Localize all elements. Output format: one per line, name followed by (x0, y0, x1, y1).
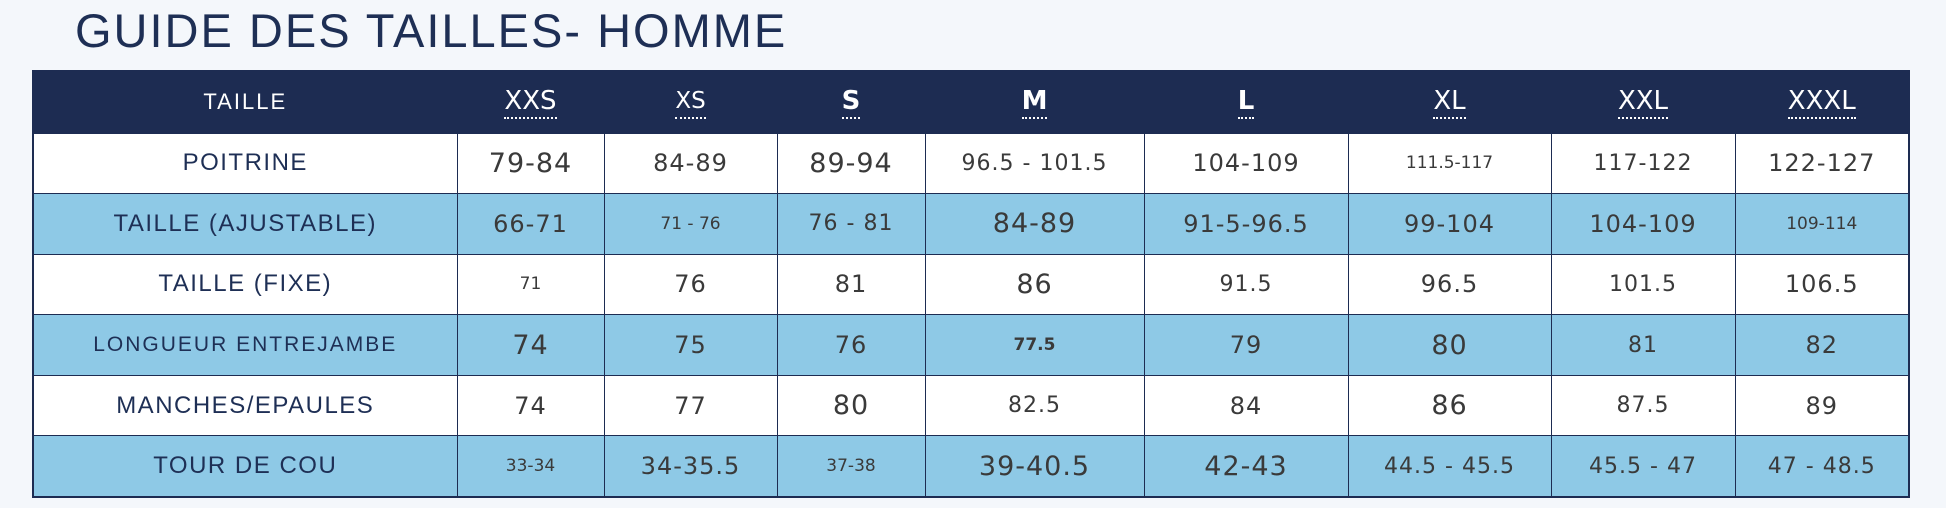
table-cell: 45.5 - 47 (1550, 435, 1736, 498)
table-row-tour-de-cou: TOUR DE COU 33-34 34-35.5 37-38 39-40.5 … (32, 435, 1910, 498)
row-label: TAILLE (AJUSTABLE) (32, 193, 458, 255)
table-cell: 81 (1550, 314, 1736, 376)
size-header-xxl: XXL (1550, 70, 1736, 134)
table-cell: 76 (776, 314, 926, 376)
table-cell: 44.5 - 45.5 (1347, 435, 1552, 498)
size-header-xs: XS (603, 70, 778, 134)
size-label: S (841, 86, 861, 119)
page-title: GUIDE DES TAILLES- HOMME (75, 4, 788, 57)
table-cell: 81 (776, 253, 926, 316)
table-cell: 42-43 (1143, 435, 1349, 498)
size-label: XL (1433, 86, 1466, 119)
table-cell: 76 - 81 (776, 193, 926, 255)
table-row-poitrine: POITRINE 79-84 84-89 89-94 96.5 - 101.5 … (32, 132, 1910, 195)
table-cell: 96.5 (1347, 253, 1552, 316)
table-cell: 80 (776, 374, 926, 437)
table-cell: 39-40.5 (924, 435, 1145, 498)
table-cell: 33-34 (456, 435, 605, 498)
table-cell: 84-89 (924, 193, 1145, 255)
table-cell: 66-71 (456, 193, 605, 255)
table-cell: 71 (456, 253, 605, 316)
table-cell: 77 (603, 374, 778, 437)
table-cell: 71 - 76 (603, 193, 778, 255)
table-cell: 75 (603, 314, 778, 376)
table-cell: 104-109 (1143, 132, 1349, 195)
table-row-taille-ajustable: TAILLE (AJUSTABLE) 66-71 71 - 76 76 - 81… (32, 193, 1910, 255)
size-label: XXS (504, 86, 557, 119)
table-cell: 89 (1734, 374, 1910, 437)
table-row-taille-fixe: TAILLE (FIXE) 71 76 81 86 91.5 96.5 101.… (32, 253, 1910, 316)
row-label: TOUR DE COU (32, 435, 458, 498)
table-cell: 79-84 (456, 132, 605, 195)
table-cell: 47 - 48.5 (1734, 435, 1910, 498)
table-cell: 117-122 (1550, 132, 1736, 195)
table-cell: 99-104 (1347, 193, 1552, 255)
table-cell: 122-127 (1734, 132, 1910, 195)
table-cell: 84-89 (603, 132, 778, 195)
table-cell: 80 (1347, 314, 1552, 376)
table-cell: 91.5 (1143, 253, 1349, 316)
size-header-s: S (776, 70, 926, 134)
header-row: TAILLE XXS XS S M L XL XXL XXXL (32, 70, 1910, 134)
size-column-header: TAILLE (32, 70, 458, 134)
table-cell: 76 (603, 253, 778, 316)
row-label: MANCHES/EPAULES (32, 374, 458, 437)
row-label: POITRINE (32, 132, 458, 195)
table-cell: 109-114 (1734, 193, 1910, 255)
size-label: L (1237, 86, 1255, 119)
table-cell: 106.5 (1734, 253, 1910, 316)
size-header-m: M (924, 70, 1145, 134)
size-header-xxxl: XXXL (1734, 70, 1910, 134)
table-cell: 86 (1347, 374, 1552, 437)
table-cell: 34-35.5 (603, 435, 778, 498)
table-cell: 74 (456, 314, 605, 376)
table-cell: 104-109 (1550, 193, 1736, 255)
size-label: XS (675, 86, 706, 119)
table-cell: 111.5-117 (1347, 132, 1552, 195)
table-cell: 101.5 (1550, 253, 1736, 316)
table-row-manches-epaules: MANCHES/EPAULES 74 77 80 82.5 84 86 87.5… (32, 374, 1910, 437)
table-cell: 86 (924, 253, 1145, 316)
table-cell: 96.5 - 101.5 (924, 132, 1145, 195)
table-cell: 74 (456, 374, 605, 437)
table-cell: 89-94 (776, 132, 926, 195)
size-label: XXXL (1787, 86, 1856, 119)
table-cell: 79 (1143, 314, 1349, 376)
table-cell: 87.5 (1550, 374, 1736, 437)
size-label: XXL (1617, 86, 1669, 119)
table-cell: 77.5 (924, 314, 1145, 376)
row-label: TAILLE (FIXE) (32, 253, 458, 316)
size-header-xl: XL (1347, 70, 1552, 134)
size-label: M (1021, 86, 1048, 119)
size-guide-table: TAILLE XXS XS S M L XL XXL XXXL POITRINE… (32, 70, 1910, 498)
table-cell: 82.5 (924, 374, 1145, 437)
table-cell: 82 (1734, 314, 1910, 376)
table-cell: 84 (1143, 374, 1349, 437)
row-label: LONGUEUR ENTREJAMBE (32, 314, 458, 376)
table-cell: 91-5-96.5 (1143, 193, 1349, 255)
size-header-l: L (1143, 70, 1349, 134)
size-header-xxs: XXS (456, 70, 605, 134)
table-cell: 37-38 (776, 435, 926, 498)
table-row-longueur-entrejambe: LONGUEUR ENTREJAMBE 74 75 76 77.5 79 80 … (32, 314, 1910, 376)
